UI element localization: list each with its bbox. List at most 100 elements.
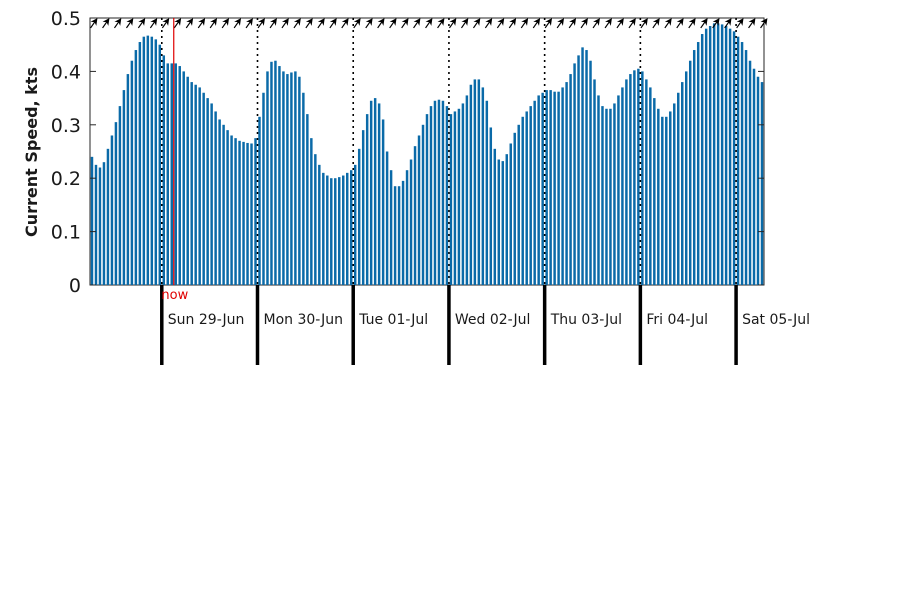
bar <box>485 100 489 286</box>
direction-arrow <box>760 18 768 29</box>
bar <box>744 50 748 285</box>
direction-arrow <box>197 18 206 29</box>
direction-arrow <box>568 18 577 29</box>
bar <box>677 92 680 285</box>
bar <box>270 61 273 285</box>
bar <box>557 91 560 285</box>
bar <box>413 146 417 285</box>
direction-arrow <box>736 18 744 29</box>
bar <box>246 142 249 285</box>
direction-arrow <box>377 18 385 29</box>
bar <box>692 50 696 285</box>
direction-arrow <box>257 18 265 29</box>
direction-arrow <box>329 18 337 29</box>
bar <box>700 34 704 285</box>
bar <box>282 71 285 286</box>
bar <box>489 127 493 285</box>
direction-arrow <box>460 18 469 29</box>
direction-arrow <box>724 18 732 29</box>
bar <box>740 42 744 285</box>
bar <box>397 186 401 285</box>
bar <box>597 95 600 286</box>
bar <box>493 148 497 285</box>
bar <box>158 44 162 286</box>
y-tick-label: 0.1 <box>51 222 81 244</box>
bar <box>361 130 365 285</box>
bar <box>517 124 520 285</box>
bar <box>194 84 197 285</box>
bar <box>417 135 421 285</box>
bar <box>102 162 106 285</box>
bar <box>688 60 692 285</box>
bar <box>716 23 720 286</box>
bar <box>230 135 233 285</box>
direction-arrow <box>161 18 170 29</box>
direction-arrow <box>532 18 541 29</box>
bar <box>338 177 341 285</box>
bar <box>633 70 636 285</box>
day-labels: Sun 29-Jun Mon 30-Jun Tue 01-Jul Wed 02-Jul… <box>168 312 810 328</box>
direction-arrow <box>664 18 672 29</box>
bar <box>601 106 604 285</box>
bar <box>684 71 688 286</box>
bar <box>405 170 409 285</box>
bar <box>537 95 540 286</box>
day-label: Tue 01-Jul <box>358 312 428 328</box>
day-label: Fri 04-Jul <box>646 312 708 328</box>
bar <box>190 82 193 285</box>
bar <box>525 111 528 285</box>
bar <box>346 172 349 285</box>
direction-arrow <box>281 18 289 29</box>
direction-arrow <box>604 18 612 29</box>
bar <box>118 106 122 285</box>
bar <box>605 108 608 285</box>
day-label: Thu 03-Jul <box>550 312 622 328</box>
bar <box>732 31 736 285</box>
direction-arrow <box>556 18 565 29</box>
bar <box>425 114 429 286</box>
direction-arrow <box>413 18 421 29</box>
bar <box>206 98 209 285</box>
bar <box>254 138 257 285</box>
day-label: Sun 29-Jun <box>168 312 245 328</box>
bar <box>226 130 229 285</box>
bar <box>577 55 580 285</box>
bar <box>505 154 508 285</box>
bar <box>106 148 110 285</box>
bar <box>712 23 716 286</box>
bar <box>385 151 389 285</box>
now-label: now <box>161 288 188 303</box>
direction-arrow <box>700 18 708 29</box>
bar <box>621 87 624 285</box>
bar <box>286 74 289 285</box>
y-tick-label: 0.2 <box>51 168 81 190</box>
bar <box>533 100 536 286</box>
direction-arrow <box>221 18 230 29</box>
direction-arrow <box>580 18 588 29</box>
bar <box>421 124 425 285</box>
bar <box>238 140 241 285</box>
bar <box>625 79 628 285</box>
direction-arrow <box>676 18 684 29</box>
bar <box>509 143 512 285</box>
bar <box>330 178 333 285</box>
bar <box>198 87 201 285</box>
bar <box>437 99 441 285</box>
bar <box>162 55 166 285</box>
bar <box>250 143 253 285</box>
bar <box>748 60 752 285</box>
bar <box>704 28 708 286</box>
y-tick-label: 0.5 <box>51 8 81 30</box>
bar <box>752 68 756 285</box>
bar <box>310 138 313 285</box>
bar <box>461 103 465 285</box>
direction-arrow <box>389 18 397 29</box>
bar <box>617 95 620 286</box>
bar <box>294 71 297 286</box>
bar <box>549 90 552 285</box>
bar <box>433 100 437 286</box>
day-separators <box>160 18 738 365</box>
bar <box>166 63 169 285</box>
bar <box>114 122 118 285</box>
